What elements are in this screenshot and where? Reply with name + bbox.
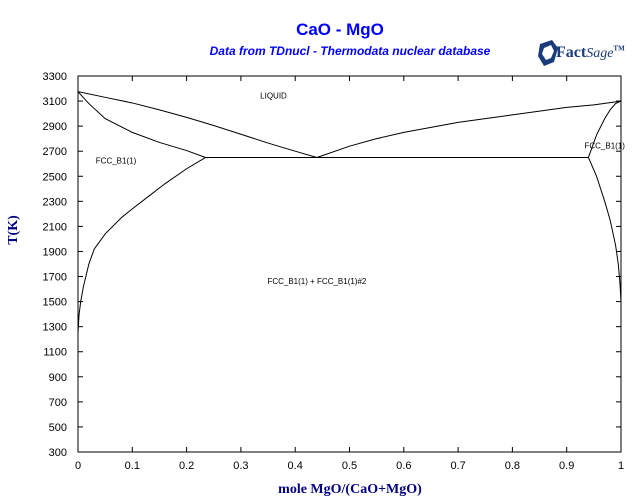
chart-title: CaO - MgO [296, 20, 384, 39]
y-tick-label: 2500 [43, 171, 67, 183]
y-tick-label: 900 [49, 372, 67, 384]
region-label: LIQUID [260, 92, 287, 101]
y-tick-label: 1300 [43, 322, 67, 334]
plot-frame [77, 75, 622, 453]
x-tick-label: 0.7 [450, 460, 465, 472]
phase-boundary-solvus-mgo [587, 157, 622, 302]
factsage-logo-icon [538, 40, 558, 66]
chart-subtitle: Data from TDnucl - Thermodata nuclear da… [209, 44, 491, 58]
phase-boundary-liquidus-cao [77, 91, 318, 158]
factsage-logo: FactSageTM [538, 38, 628, 70]
phase-boundary-liquidus-mgo [316, 100, 622, 158]
y-tick-label: 1900 [43, 246, 67, 258]
y-tick-label: 300 [49, 447, 67, 459]
y-tick-label: 1700 [43, 272, 67, 284]
logo-tm: TM [613, 44, 625, 53]
phase-boundary-solidus-cao [77, 91, 206, 158]
y-tick-label: 3300 [43, 71, 67, 83]
region-label: FCC_B1(1) + FCC_B1(1)#2 [267, 277, 366, 286]
x-tick-label: 1 [618, 460, 624, 472]
region-label: FCC_B1(1) [96, 157, 137, 166]
phase-boundary-solidus-mgo [587, 100, 622, 158]
y-tick-label: 500 [49, 422, 67, 434]
region-label: FCC_B1(1) [584, 142, 625, 151]
x-tick-label: 0.3 [233, 460, 248, 472]
factsage-logo-text: FactSageTM [556, 44, 625, 62]
y-tick-label: 2100 [43, 221, 67, 233]
x-axis-label: mole MgO/(CaO+MgO) [278, 482, 422, 497]
y-tick-label: 2900 [43, 121, 67, 133]
logo-fact: Fact [556, 44, 587, 61]
x-tick-label: 0 [75, 460, 81, 472]
x-tick-label: 0.4 [288, 460, 303, 472]
x-tick-label: 0.9 [559, 460, 574, 472]
y-tick-label: 2700 [43, 146, 67, 158]
logo-sage: Sage [586, 46, 614, 61]
y-tick-label: 1100 [43, 347, 67, 359]
y-tick-label: 3100 [43, 96, 67, 108]
x-tick-label: 0.5 [342, 460, 357, 472]
y-axis-label: T(K) [6, 215, 21, 245]
x-tick-label: 0.8 [505, 460, 520, 472]
y-tick-label: 2300 [43, 196, 67, 208]
y-tick-label: 700 [49, 397, 67, 409]
y-tick-label: 1500 [43, 297, 67, 309]
x-tick-label: 0.1 [125, 460, 140, 472]
x-tick-label: 0.2 [179, 460, 194, 472]
phase-boundary-solvus-cao [77, 157, 206, 333]
x-tick-label: 0.6 [396, 460, 411, 472]
